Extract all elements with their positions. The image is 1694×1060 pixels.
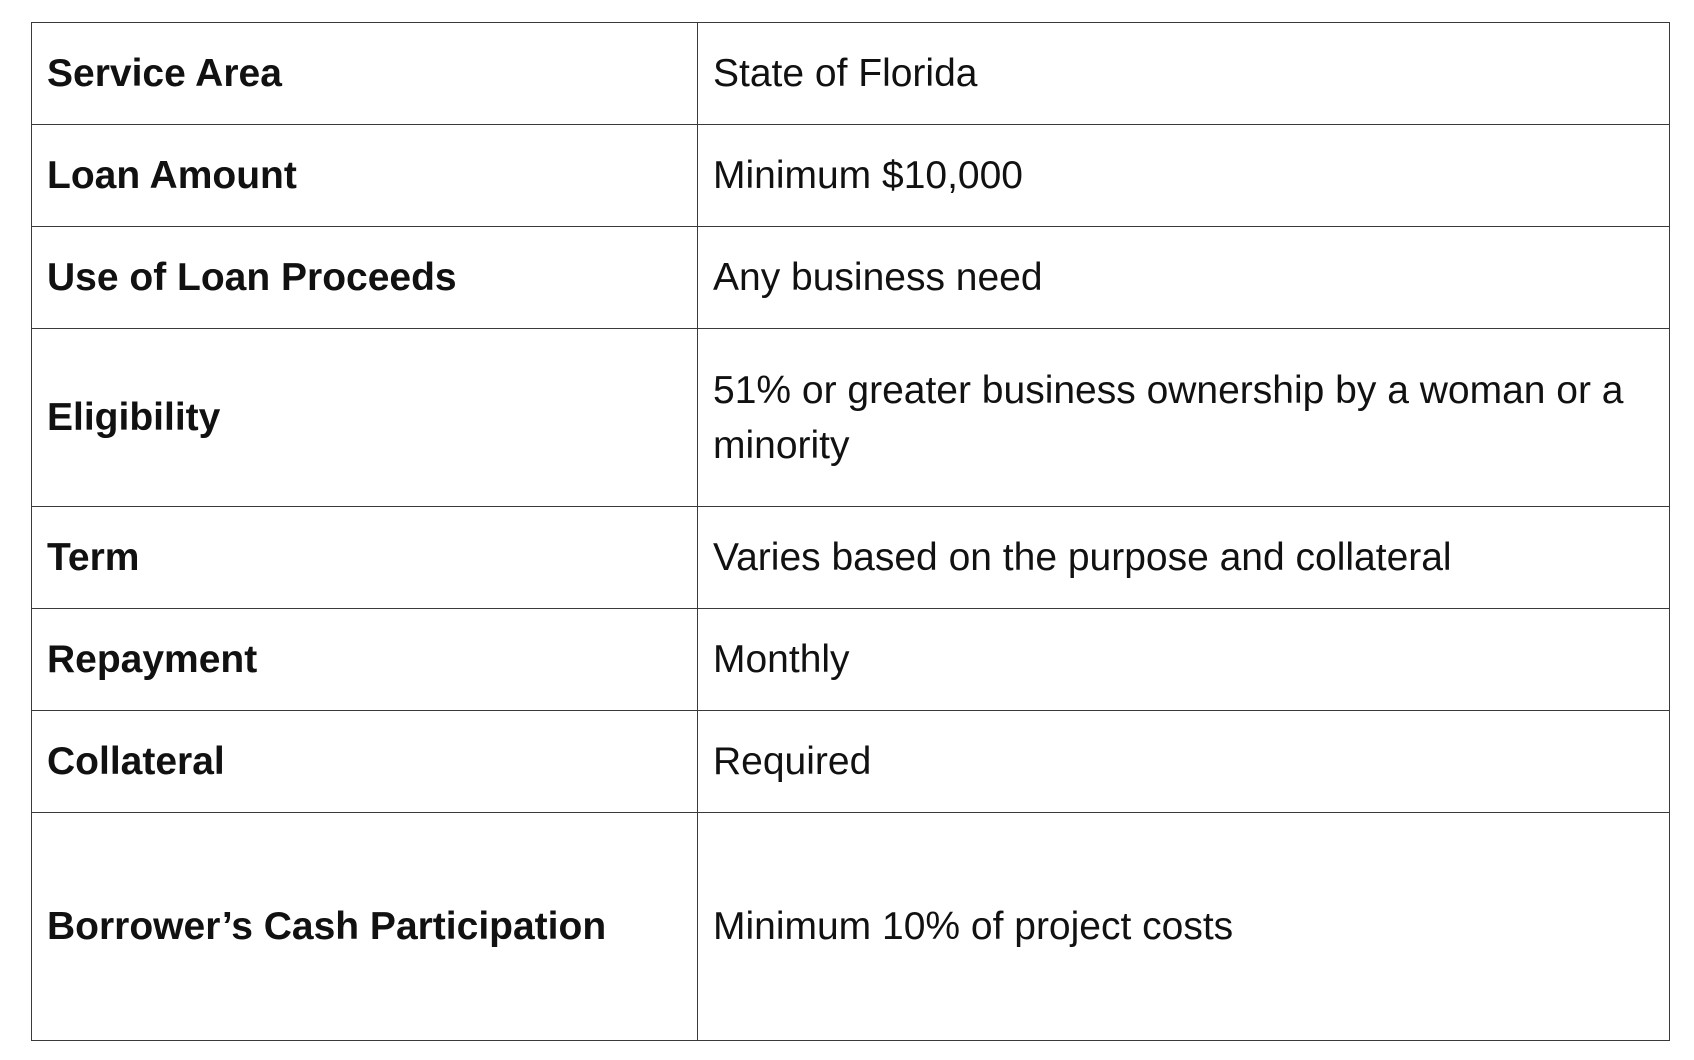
row-value-eligibility: 51% or greater business ownership by a w… [697, 328, 1670, 507]
row-label-eligibility: Eligibility [31, 328, 698, 507]
row-label-service-area: Service Area [31, 22, 698, 125]
table-row: Service Area State of Florida [31, 22, 1670, 125]
table-row: Collateral Required [31, 710, 1670, 813]
table-row: Borrower’s Cash Participation Minimum 10… [31, 812, 1670, 1041]
table-row: Term Varies based on the purpose and col… [31, 506, 1670, 609]
row-value-use-of-proceeds: Any business need [697, 226, 1670, 329]
row-value-cash-participation: Minimum 10% of project costs [697, 812, 1670, 1041]
row-label-term: Term [31, 506, 698, 609]
row-value-loan-amount: Minimum $10,000 [697, 124, 1670, 227]
row-label-collateral: Collateral [31, 710, 698, 813]
table-row: Use of Loan Proceeds Any business need [31, 226, 1670, 329]
row-label-repayment: Repayment [31, 608, 698, 711]
row-label-loan-amount: Loan Amount [31, 124, 698, 227]
row-value-term: Varies based on the purpose and collater… [697, 506, 1670, 609]
row-value-collateral: Required [697, 710, 1670, 813]
table-row: Loan Amount Minimum $10,000 [31, 124, 1670, 227]
row-value-service-area: State of Florida [697, 22, 1670, 125]
row-value-repayment: Monthly [697, 608, 1670, 711]
row-label-use-of-proceeds: Use of Loan Proceeds [31, 226, 698, 329]
table-row: Eligibility 51% or greater business owne… [31, 328, 1670, 507]
row-label-cash-participation: Borrower’s Cash Participation [31, 812, 698, 1041]
table-row: Repayment Monthly [31, 608, 1670, 711]
loan-terms-table: Service Area State of Florida Loan Amoun… [31, 22, 1670, 1041]
